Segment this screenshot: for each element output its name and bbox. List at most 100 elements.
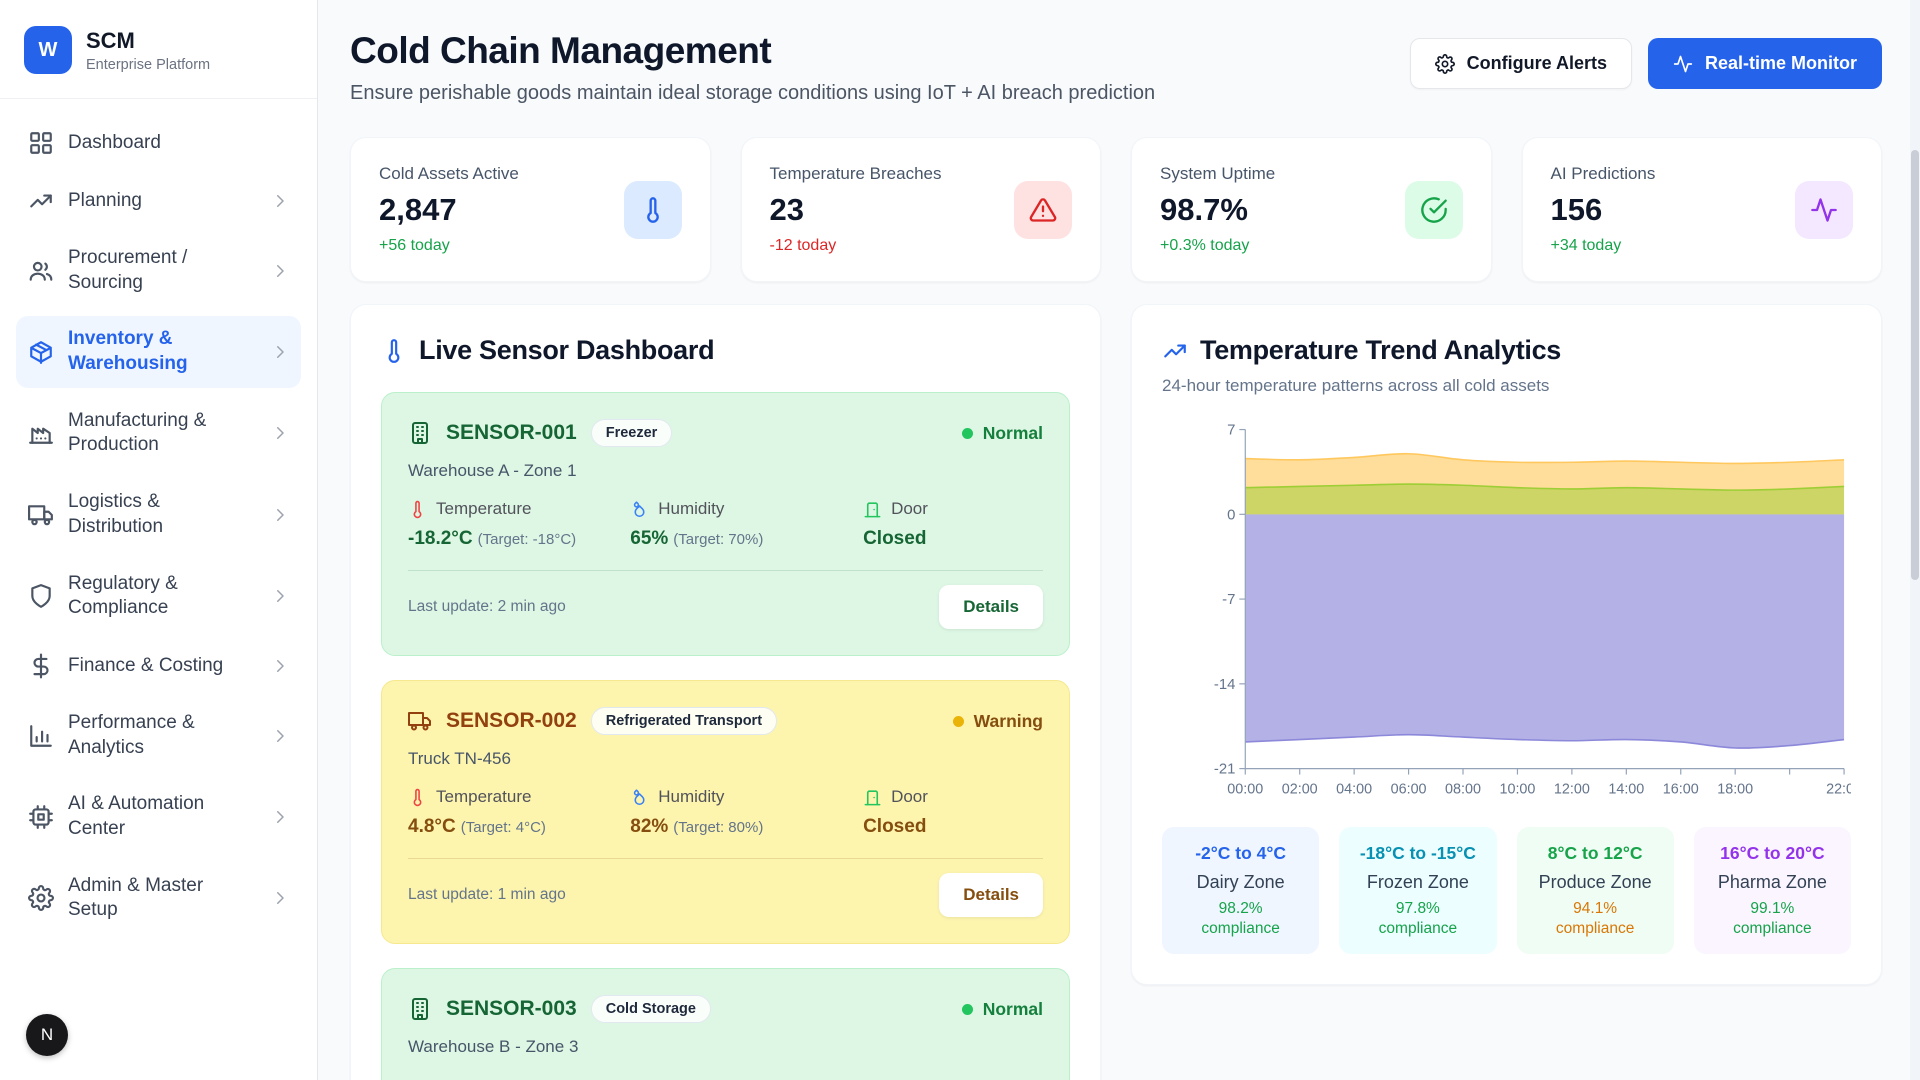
stat-value: 23 bbox=[769, 192, 804, 227]
stat-value: 98.7% bbox=[1160, 192, 1248, 227]
sidebar-item-label: Logistics & Distribution bbox=[68, 491, 164, 537]
sidebar-item-ai-automation-center[interactable]: AI & Automation Center bbox=[16, 781, 301, 852]
sensor-panel-title: Live Sensor Dashboard bbox=[419, 335, 715, 365]
sidebar-item-regulatory-compliance[interactable]: Regulatory & Compliance bbox=[16, 561, 301, 632]
sidebar-item-finance-costing[interactable]: Finance & Costing bbox=[16, 642, 301, 690]
status-label: Normal bbox=[982, 998, 1043, 1019]
configure-alerts-button[interactable]: Configure Alerts bbox=[1409, 38, 1632, 89]
stat-label: System Uptime bbox=[1160, 164, 1276, 183]
main-content: Cold Chain Management Ensure perishable … bbox=[318, 0, 1920, 1080]
chevron-right-icon bbox=[271, 889, 289, 907]
zone-card-frozen: -18°C to -15°C Frozen Zone 97.8% complia… bbox=[1339, 827, 1497, 954]
user-avatar[interactable]: N bbox=[26, 1014, 68, 1056]
svg-text:0: 0 bbox=[1227, 507, 1235, 523]
svg-text:00:00: 00:00 bbox=[1227, 781, 1263, 797]
gear-icon bbox=[1435, 54, 1455, 74]
droplets-icon bbox=[630, 788, 649, 807]
metric-humidity: Humidity 82% (Target: 80%) bbox=[630, 787, 764, 837]
thermometer-icon bbox=[623, 180, 682, 239]
chevron-right-icon bbox=[271, 657, 289, 675]
sidebar-item-label: Regulatory & Compliance bbox=[68, 572, 178, 619]
svg-text:-7: -7 bbox=[1222, 592, 1235, 608]
sidebar-item-label: Procurement / Sourcing bbox=[68, 247, 188, 293]
thermometer-icon bbox=[381, 338, 407, 364]
dollar-icon bbox=[28, 653, 54, 679]
live-sensor-dashboard-panel: Live Sensor Dashboard SENSOR-001 Freezer… bbox=[350, 304, 1101, 1080]
chevron-right-icon bbox=[271, 587, 289, 605]
zone-range: 8°C to 12°C bbox=[1547, 843, 1643, 863]
configure-alerts-label: Configure Alerts bbox=[1466, 53, 1607, 73]
door-icon bbox=[863, 500, 882, 519]
stat-card-cold-assets-active: Cold Assets Active 2,847 +56 today bbox=[350, 137, 711, 282]
metric-temperature: Temperature 4.8°C (Target: 4°C) bbox=[408, 787, 546, 837]
chevron-right-icon bbox=[271, 808, 289, 826]
sidebar-item-performance-analytics[interactable]: Performance & Analytics bbox=[16, 700, 301, 771]
sidebar-item-manufacturing-production[interactable]: Manufacturing & Production bbox=[16, 398, 301, 469]
shield-icon bbox=[28, 583, 54, 609]
svg-text:04:00: 04:00 bbox=[1336, 781, 1372, 797]
sensor-id: SENSOR-002 bbox=[446, 709, 577, 732]
stat-card-system-uptime: System Uptime 98.7% +0.3% today bbox=[1131, 137, 1492, 282]
stat-label: AI Predictions bbox=[1550, 164, 1656, 183]
chevron-right-icon bbox=[271, 192, 289, 210]
dashboard-grid-icon bbox=[28, 130, 54, 156]
sidebar-nav: Dashboard Planning Procurement / Sourcin… bbox=[0, 99, 317, 954]
svg-text:16:00: 16:00 bbox=[1663, 781, 1699, 797]
sidebar-item-inventory-warehousing[interactable]: Inventory & Warehousing bbox=[16, 316, 301, 388]
zone-card-produce: 8°C to 12°C Produce Zone 94.1% complianc… bbox=[1516, 827, 1674, 954]
chevron-right-icon bbox=[271, 262, 289, 280]
bar-chart-icon bbox=[28, 723, 54, 749]
status-label: Warning bbox=[973, 710, 1043, 731]
details-button[interactable]: Details bbox=[939, 873, 1043, 917]
scrollbar-thumb[interactable] bbox=[1911, 150, 1919, 580]
stats-row: Cold Assets Active 2,847 +56 today Tempe… bbox=[350, 137, 1882, 282]
svg-text:22:00: 22:00 bbox=[1826, 781, 1851, 797]
svg-text:02:00: 02:00 bbox=[1282, 781, 1318, 797]
activity-icon bbox=[1673, 54, 1693, 74]
sensor-location: Truck TN-456 bbox=[408, 749, 511, 768]
sensor-card-001: SENSOR-001 Freezer Normal Warehouse A - … bbox=[381, 392, 1070, 656]
stat-value: 156 bbox=[1550, 192, 1603, 227]
realtime-monitor-button[interactable]: Real-time Monitor bbox=[1647, 38, 1882, 89]
building-icon bbox=[408, 421, 432, 445]
sidebar-item-label: Inventory & Warehousing bbox=[68, 328, 188, 375]
status-dot bbox=[961, 1003, 973, 1015]
sensor-card-002: SENSOR-002 Refrigerated Transport Warnin… bbox=[381, 680, 1070, 944]
status-dot bbox=[952, 715, 964, 727]
sensor-location: Warehouse B - Zone 3 bbox=[408, 1037, 579, 1056]
zone-compliance-pct: 97.8% bbox=[1395, 900, 1440, 917]
sensor-type-badge: Refrigerated Transport bbox=[590, 707, 778, 735]
activity-icon bbox=[1795, 180, 1853, 239]
sidebar-item-admin-master-setup[interactable]: Admin & Master Setup bbox=[16, 863, 301, 934]
stat-card-temperature-breaches: Temperature Breaches 23 -12 today bbox=[740, 137, 1101, 282]
metric-door: Door Closed bbox=[863, 499, 928, 549]
gear-icon bbox=[28, 885, 54, 911]
sidebar-item-label: Planning bbox=[68, 189, 142, 211]
sensor-card-003: SENSOR-003 Cold Storage Normal Warehouse… bbox=[381, 968, 1070, 1080]
check-circle-icon bbox=[1404, 180, 1463, 239]
sidebar-item-label: Dashboard bbox=[68, 131, 161, 153]
sidebar-item-planning[interactable]: Planning bbox=[16, 177, 301, 225]
package-icon bbox=[28, 339, 54, 365]
metric-door: Door Closed bbox=[863, 787, 928, 837]
droplets-icon bbox=[630, 500, 649, 519]
svg-text:7: 7 bbox=[1227, 423, 1235, 439]
zone-compliance-pct: 99.1% bbox=[1750, 900, 1795, 917]
stat-label: Temperature Breaches bbox=[769, 164, 942, 183]
zone-compliance-word: compliance bbox=[1733, 920, 1812, 937]
page-header: Cold Chain Management Ensure perishable … bbox=[350, 30, 1882, 105]
svg-text:-21: -21 bbox=[1214, 762, 1235, 778]
details-button[interactable]: Details bbox=[939, 585, 1043, 629]
factory-icon bbox=[28, 420, 54, 446]
zone-card-pharma: 16°C to 20°C Pharma Zone 99.1% complianc… bbox=[1693, 827, 1851, 954]
sidebar-item-dashboard[interactable]: Dashboard bbox=[16, 119, 301, 167]
zone-compliance-pct: 94.1% bbox=[1573, 900, 1618, 917]
brand-logo: W bbox=[24, 26, 72, 74]
realtime-monitor-label: Real-time Monitor bbox=[1704, 53, 1857, 73]
sensor-type-badge: Cold Storage bbox=[590, 995, 711, 1023]
status-badge: Warning bbox=[952, 710, 1043, 732]
sidebar-item-procurement-sourcing[interactable]: Procurement / Sourcing bbox=[16, 235, 301, 306]
sidebar-item-logistics-distribution[interactable]: Logistics & Distribution bbox=[16, 479, 301, 550]
zone-card-dairy: -2°C to 4°C Dairy Zone 98.2% compliance bbox=[1162, 827, 1320, 954]
